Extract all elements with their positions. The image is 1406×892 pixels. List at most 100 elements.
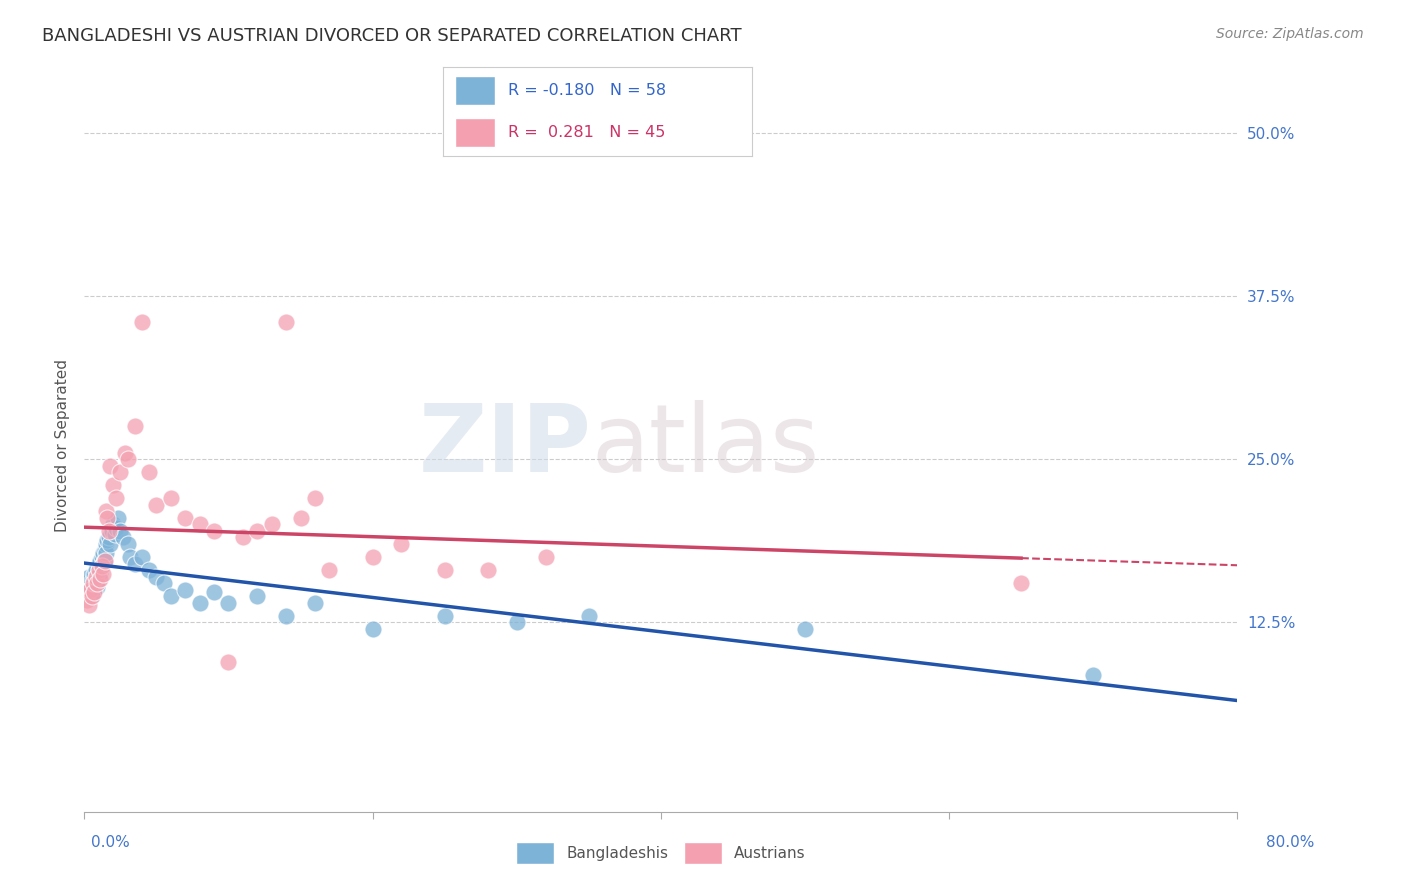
Point bbox=[90, 549, 112, 564]
Point bbox=[89, 566, 111, 580]
Point bbox=[82, 572, 104, 586]
Point bbox=[93, 554, 115, 568]
Point bbox=[76, 585, 98, 599]
Point bbox=[86, 569, 108, 583]
Point bbox=[290, 511, 312, 525]
Legend: Bangladeshis, Austrians: Bangladeshis, Austrians bbox=[510, 836, 811, 870]
Text: atlas: atlas bbox=[592, 400, 820, 492]
Point bbox=[77, 569, 100, 583]
Point bbox=[246, 524, 269, 538]
Point bbox=[84, 572, 107, 586]
Point bbox=[89, 554, 111, 568]
Point bbox=[304, 491, 326, 506]
Text: R = -0.180   N = 58: R = -0.180 N = 58 bbox=[508, 84, 666, 98]
Point bbox=[96, 511, 118, 525]
Point bbox=[98, 458, 121, 473]
Point bbox=[276, 608, 298, 623]
Point bbox=[80, 580, 103, 594]
Point bbox=[79, 582, 101, 597]
Point bbox=[87, 557, 110, 571]
Point bbox=[160, 589, 183, 603]
Point bbox=[218, 596, 240, 610]
Point bbox=[93, 543, 115, 558]
Point bbox=[91, 567, 114, 582]
Text: 80.0%: 80.0% bbox=[1267, 836, 1315, 850]
Point bbox=[477, 563, 499, 577]
Point bbox=[232, 530, 254, 544]
Point bbox=[80, 589, 103, 603]
FancyBboxPatch shape bbox=[456, 118, 495, 147]
Point bbox=[84, 563, 107, 577]
Point bbox=[86, 576, 108, 591]
Point bbox=[145, 569, 167, 583]
Point bbox=[87, 563, 110, 577]
Point bbox=[188, 517, 211, 532]
Point bbox=[76, 593, 98, 607]
Point bbox=[117, 452, 139, 467]
Point bbox=[89, 572, 111, 586]
Point bbox=[84, 569, 107, 583]
Point bbox=[1083, 667, 1105, 681]
Point bbox=[534, 549, 557, 564]
Point bbox=[94, 504, 117, 518]
Point bbox=[97, 530, 120, 544]
Point bbox=[124, 557, 146, 571]
Point bbox=[276, 315, 298, 329]
Y-axis label: Divorced or Separated: Divorced or Separated bbox=[55, 359, 70, 533]
Point bbox=[260, 517, 283, 532]
Point bbox=[578, 608, 600, 623]
Point bbox=[96, 533, 118, 547]
Point bbox=[131, 549, 153, 564]
Point bbox=[174, 511, 197, 525]
Point bbox=[361, 549, 384, 564]
Point bbox=[94, 546, 117, 560]
Point bbox=[97, 524, 120, 538]
Point bbox=[91, 546, 114, 560]
Point bbox=[105, 491, 128, 506]
Point bbox=[80, 589, 103, 603]
Point bbox=[104, 526, 127, 541]
Point bbox=[75, 576, 97, 591]
Point bbox=[174, 582, 197, 597]
Point bbox=[103, 517, 124, 532]
Point bbox=[202, 585, 225, 599]
Point bbox=[112, 530, 135, 544]
Point bbox=[152, 576, 174, 591]
Point bbox=[83, 576, 105, 591]
Point bbox=[218, 655, 240, 669]
Point bbox=[98, 537, 121, 551]
Text: ZIP: ZIP bbox=[419, 400, 592, 492]
Point bbox=[87, 563, 110, 577]
Point bbox=[90, 559, 112, 574]
Point bbox=[1010, 576, 1032, 591]
Point bbox=[246, 589, 269, 603]
Point bbox=[110, 465, 132, 479]
Point bbox=[202, 524, 225, 538]
Point bbox=[506, 615, 529, 630]
Point bbox=[82, 576, 104, 591]
Point bbox=[90, 559, 112, 574]
Point bbox=[145, 498, 167, 512]
Point bbox=[391, 537, 413, 551]
Point bbox=[794, 622, 817, 636]
Point bbox=[304, 596, 326, 610]
Point bbox=[94, 537, 117, 551]
Text: BANGLADESHI VS AUSTRIAN DIVORCED OR SEPARATED CORRELATION CHART: BANGLADESHI VS AUSTRIAN DIVORCED OR SEPA… bbox=[42, 27, 742, 45]
Point bbox=[160, 491, 183, 506]
Point bbox=[93, 552, 115, 566]
FancyBboxPatch shape bbox=[456, 76, 495, 105]
Point bbox=[83, 585, 105, 599]
Point bbox=[77, 599, 100, 613]
Text: R =  0.281   N = 45: R = 0.281 N = 45 bbox=[508, 125, 665, 139]
Point bbox=[188, 596, 211, 610]
Point bbox=[107, 511, 129, 525]
Point bbox=[433, 563, 456, 577]
Text: 0.0%: 0.0% bbox=[91, 836, 131, 850]
Point bbox=[110, 524, 132, 538]
Point bbox=[433, 608, 456, 623]
Point bbox=[318, 563, 340, 577]
Text: Source: ZipAtlas.com: Source: ZipAtlas.com bbox=[1216, 27, 1364, 41]
Point bbox=[91, 557, 114, 571]
Point bbox=[79, 582, 101, 597]
Point bbox=[138, 465, 160, 479]
